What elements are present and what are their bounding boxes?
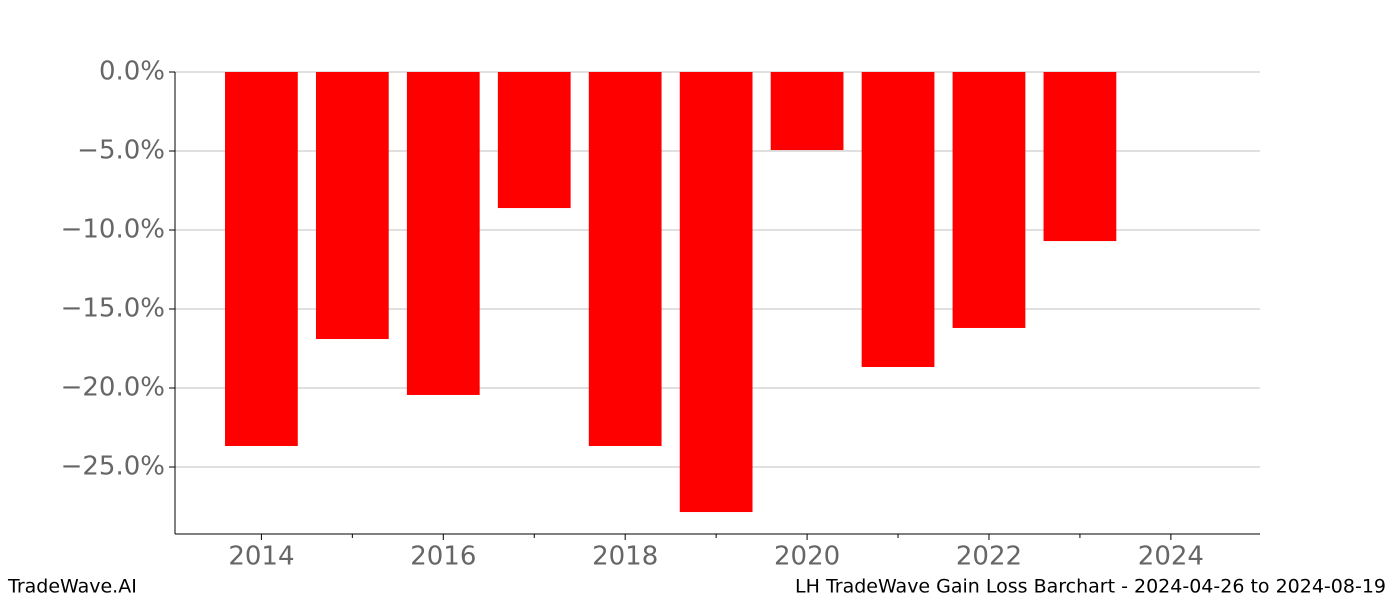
x-tick-label: 2024 — [1138, 542, 1204, 572]
bar — [861, 72, 935, 367]
x-tick-label: 2016 — [410, 542, 476, 572]
y-tick-label: −15.0% — [61, 294, 165, 324]
y-tick-label: −5.0% — [77, 136, 165, 166]
bar — [225, 72, 298, 446]
y-tick-label: 0.0% — [99, 57, 165, 87]
bar — [406, 72, 480, 395]
x-tick-label: 2018 — [592, 542, 658, 572]
source-label: TradeWave.AI — [7, 576, 137, 598]
bar — [497, 72, 571, 209]
y-tick-label: −25.0% — [61, 452, 165, 482]
x-tick-label: 2022 — [956, 542, 1022, 572]
bar — [770, 72, 844, 151]
bar — [588, 72, 662, 446]
bar — [679, 72, 753, 513]
y-tick-label: −10.0% — [61, 215, 165, 245]
bar — [952, 72, 1026, 328]
x-tick-label: 2020 — [774, 542, 840, 572]
x-tick-label: 2014 — [228, 542, 294, 572]
y-tick-label: −20.0% — [61, 373, 165, 403]
bar — [315, 72, 389, 340]
chart-title: LH TradeWave Gain Loss Barchart - 2024-0… — [795, 576, 1386, 598]
bar — [1043, 72, 1117, 242]
